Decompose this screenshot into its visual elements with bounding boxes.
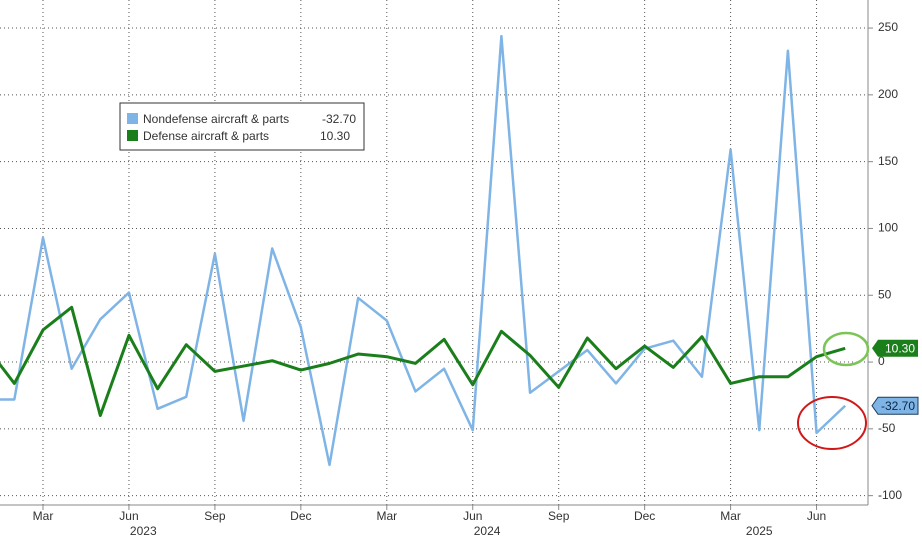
y-tick-label: 200 (878, 87, 898, 101)
series-line (0, 34, 847, 467)
y-tick-label: 100 (878, 221, 898, 235)
y-tick-label: 250 (878, 20, 898, 34)
legend-swatch (127, 130, 138, 141)
y-tick-label: -100 (878, 488, 902, 502)
legend-swatch (127, 113, 138, 124)
value-tag-label: 10.30 (885, 341, 915, 355)
grid (0, 0, 868, 505)
x-tick-label: Jun (463, 509, 482, 523)
x-tick-label: Mar (33, 509, 54, 523)
value-tag (871, 396, 919, 415)
x-tick-label: Mar (720, 509, 741, 523)
legend-label: Nondefense aircraft & parts (143, 112, 289, 126)
x-tick-label: Jun (807, 509, 826, 523)
y-tick-label: 150 (878, 154, 898, 168)
value-tag (872, 339, 918, 357)
highlight-circle (797, 396, 867, 450)
legend-value: -32.70 (322, 112, 356, 126)
series-line (0, 305, 846, 417)
value-tag-label: -32.70 (881, 399, 915, 413)
x-tick-label: Jun (119, 509, 138, 523)
x-tick-label: Mar (376, 509, 397, 523)
y-tick-label: -50 (878, 421, 896, 435)
lines (0, 34, 847, 467)
year-label: 2024 (474, 524, 501, 538)
year-label: 2025 (746, 524, 773, 538)
x-tick-label: Sep (204, 509, 226, 523)
year-label: 2023 (130, 524, 157, 538)
y-tick-label: 50 (878, 287, 892, 301)
x-tick-label: Dec (290, 509, 311, 523)
x-tick-label: Dec (634, 509, 655, 523)
legend-box (119, 102, 365, 151)
legend: Nondefense aircraft & parts -32.70 Defen… (119, 102, 365, 151)
legend-value: 10.30 (320, 129, 350, 143)
highlight-circle (822, 331, 870, 367)
x-tick-label: Sep (548, 509, 570, 523)
legend-label: Defense aircraft & parts (143, 129, 269, 143)
y-tick-label: 0 (878, 354, 885, 368)
